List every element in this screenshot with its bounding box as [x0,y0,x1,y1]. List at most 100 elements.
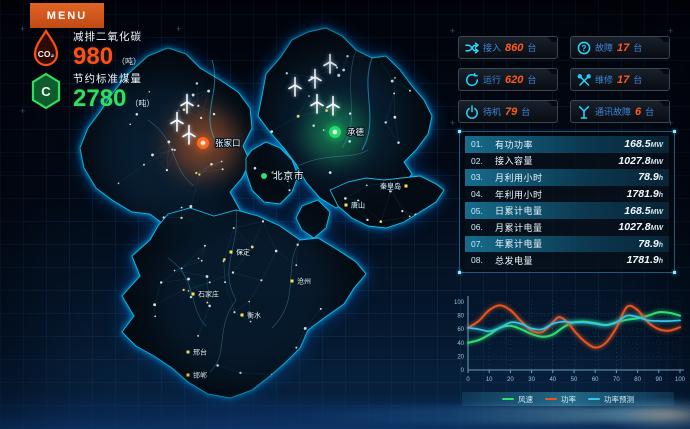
city-marker[interactable]: 衡水 [240,310,262,321]
status-chip-unit: 台 [527,43,537,53]
legend-item[interactable]: 风速 [502,394,533,405]
map-river [361,57,373,151]
map-inner-borders [147,49,373,373]
wind-turbine-icon [308,68,322,89]
shuffle-icon [465,41,479,55]
metrics-panel: 01. 有功功率 168.5MW 02. 接入容量 1027.8MW 03. 月利用小时 78.… [458,130,676,274]
beijing-marker[interactable]: 北京市 [261,169,305,183]
x-tick-label: 70 [613,377,620,383]
refresh-icon [465,72,479,86]
map-region[interactable] [329,175,445,229]
question-circle-icon: ? [577,41,591,54]
legend-series-name: 功率 [561,394,576,404]
metric-row: 07. 年累计电量 78.9h [465,235,669,253]
city-label: 石家庄 [198,290,219,299]
city-label: 保定 [236,248,250,257]
status-chip-label: 故障 [595,43,614,53]
status-chip[interactable]: 通讯故障 6 台 [570,100,670,123]
x-tick-label: 80 [634,377,641,383]
metric-index: 04. [471,189,483,200]
wind-turbine-icon [288,76,302,97]
map-region[interactable] [257,27,433,209]
legend-color-dash [588,398,600,400]
metric-unit: MW [650,158,663,166]
menu-button[interactable]: MENU [30,3,104,28]
status-chip-unit: 台 [521,107,531,117]
map-region[interactable] [295,199,331,239]
metric-unit: h [658,192,663,200]
city-marker[interactable]: 石家庄 [191,289,220,300]
antenna-icon [577,105,591,119]
city-label: 邢台 [193,348,207,357]
status-chip[interactable]: 接入 860 台 [458,36,558,59]
svg-text:CO₂: CO₂ [38,49,55,59]
performance-chart: 0 10 20 30 40 50 60 70 80 90 100 0 20 40 60 80 100 [454,296,686,383]
wind-turbine-icon [323,53,337,74]
metric-index: 02. [471,155,483,166]
legend-item[interactable]: 功率预测 [588,394,634,405]
status-chip-label: 运行 [483,75,502,85]
status-chip-label: 接入 [483,43,502,53]
city-marker[interactable]: 唐山 [344,200,366,211]
x-tick-label: 0 [466,377,470,383]
kpi-texts: 减排二氧化碳 980 （吨） [73,28,142,69]
status-chip[interactable]: 待机 79 台 [458,100,558,123]
status-chip-value: 17 [617,73,630,86]
hub-marker[interactable]: 承德 [326,123,366,141]
metric-value: 78.9h [638,171,663,184]
metric-unit: MW [650,208,663,216]
metric-unit: MW [650,142,663,150]
metric-unit: h [658,241,663,249]
status-chip[interactable]: 运行 620 台 [458,68,558,91]
map-landmass [79,27,445,399]
status-chip-unit: 台 [527,75,537,85]
y-tick-label: 40 [457,341,464,347]
kpi-texts: 节约标准煤量 2780 （吨） [73,70,154,111]
co2-drop-icon: CO₂ [33,28,59,67]
chart-grid [467,300,681,371]
device-status-panel: 接入 860 台? 故障 17 台运行 620 台维修 17 台待机 79 台通讯故障 6 台 [458,36,670,123]
metric-label: 接入容量 [495,156,534,167]
city-marker[interactable]: 保定 [229,247,251,258]
city-label: 邯郸 [193,371,207,380]
metric-label: 年累计电量 [495,239,543,250]
x-tick-label: 50 [571,377,578,383]
hub-marker[interactable]: 张家口 [194,134,242,152]
status-chip-label: 维修 [595,75,614,85]
wind-turbine-icon [310,93,324,114]
power-icon [466,104,478,119]
metric-label: 日累计电量 [495,206,543,217]
city-label: 衡水 [247,311,261,320]
metric-row: 08. 总发电量 1781.9h [465,252,669,269]
metric-row: 04. 年利用小时 1781.9h [465,185,669,203]
city-marker[interactable]: 邯郸 [186,370,208,381]
x-tick-label: 10 [486,377,493,383]
chart-series-line [467,314,681,333]
metric-index: 03. [471,172,483,183]
x-tick-label: 100 [675,377,686,383]
metric-row: 01. 有功功率 168.5MW [465,136,669,153]
wind-turbine-icon [170,111,184,132]
chart-series-line [467,304,681,349]
city-marker[interactable]: 沧州 [290,276,312,287]
legend-item[interactable]: 功率 [545,394,576,405]
status-chip[interactable]: ? 故障 17 台 [570,36,670,59]
city-marker[interactable]: 邢台 [186,347,208,358]
antenna-icon [578,105,590,119]
kpi-block: C 节约标准煤量 2780 （吨） [28,70,154,117]
y-tick-label: 0 [461,368,465,374]
status-chip[interactable]: 维修 17 台 [570,68,670,91]
city-marker[interactable]: 秦皇岛 [379,181,408,192]
tools-icon [577,73,591,87]
metric-unit: h [658,175,663,183]
svg-text:?: ? [582,43,587,52]
kpi-unit: （吨） [117,57,142,66]
metric-label: 月累计电量 [495,222,543,233]
status-chip-value: 620 [505,73,524,86]
status-chip-unit: 台 [645,107,655,117]
map-region[interactable] [121,207,367,399]
kpi-icon-wrap: C [28,70,64,117]
x-tick-label: 40 [549,377,556,383]
legend-series-name: 功率预测 [604,394,634,404]
